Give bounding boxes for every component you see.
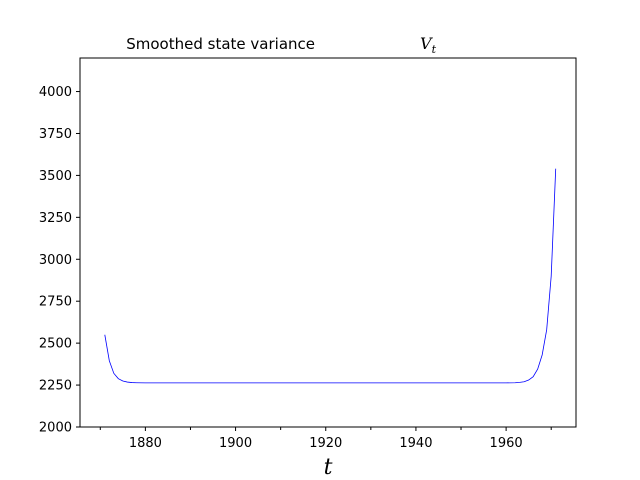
series-line (104, 168, 557, 384)
x-tick-label: 1920 (309, 436, 342, 451)
y-axis: 2000 2250 2500 2750 3000 3250 3500 3750 4000 (39, 85, 80, 436)
y-tick-label: 2750 (39, 295, 72, 310)
x-tick-label: 1880 (129, 436, 162, 451)
y-tick-label: 3750 (39, 127, 72, 142)
x-axis-label: t (324, 455, 333, 480)
chart-title-math-symbol: V (420, 34, 433, 53)
x-tick-label: 1900 (219, 436, 252, 451)
chart-title: Smoothed state variance (126, 35, 315, 53)
x-axis: 1880 1900 1920 1940 1960 (99, 427, 552, 451)
chart-title-math: Vt (420, 34, 437, 56)
y-tick-label: 3250 (39, 211, 72, 226)
chart-title-math-subscript: t (432, 43, 437, 56)
x-tick-label: 1960 (490, 436, 523, 451)
x-tick-label: 1940 (399, 436, 432, 451)
y-tick-label: 4000 (39, 85, 72, 100)
y-tick-label: 2250 (39, 379, 72, 394)
y-tick-label: 2000 (39, 421, 72, 436)
axes-frame (79, 57, 577, 428)
y-tick-label: 3500 (39, 169, 72, 184)
y-tick-label: 2500 (39, 337, 72, 352)
plot-layer (104, 168, 557, 384)
y-tick-label: 3000 (39, 253, 72, 268)
